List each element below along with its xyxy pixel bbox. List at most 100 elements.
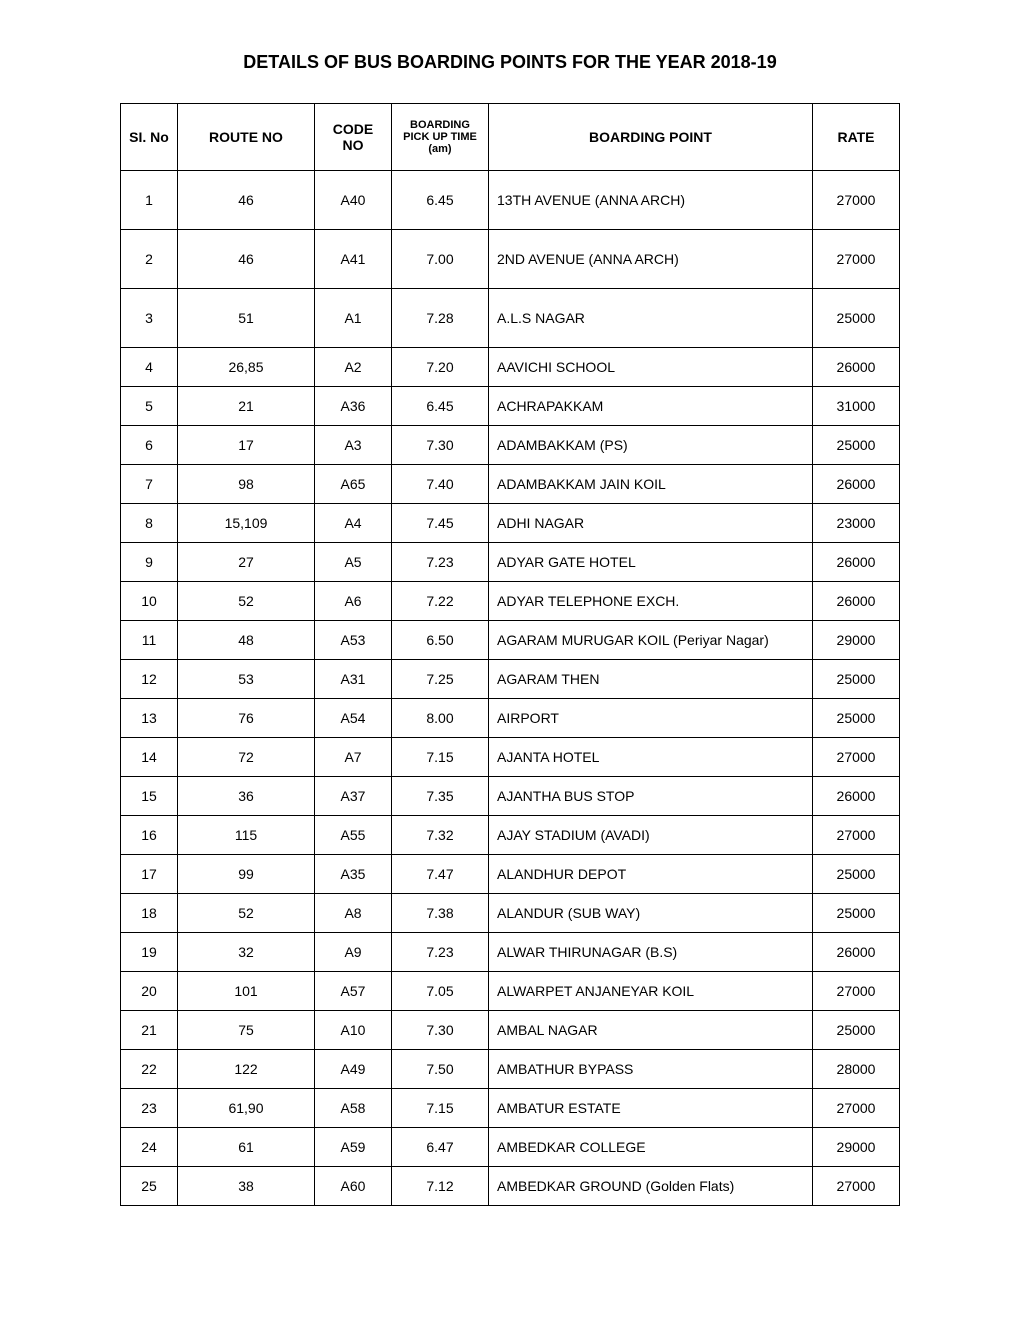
page-title: DETAILS OF BUS BOARDING POINTS FOR THE Y… bbox=[120, 52, 900, 73]
table-row: 2538A607.12AMBEDKAR GROUND (Golden Flats… bbox=[121, 1167, 900, 1206]
cell-code-no: A49 bbox=[315, 1050, 392, 1089]
table-row: 1376A548.00AIRPORT25000 bbox=[121, 699, 900, 738]
cell-si-no: 16 bbox=[121, 816, 178, 855]
cell-boarding-point: AGARAM THEN bbox=[489, 660, 813, 699]
cell-boarding-point: ADYAR GATE HOTEL bbox=[489, 543, 813, 582]
cell-time: 6.45 bbox=[392, 171, 489, 230]
cell-rate: 29000 bbox=[813, 1128, 900, 1167]
cell-time: 7.12 bbox=[392, 1167, 489, 1206]
cell-si-no: 5 bbox=[121, 387, 178, 426]
cell-boarding-point: ALWAR THIRUNAGAR (B.S) bbox=[489, 933, 813, 972]
cell-rate: 25000 bbox=[813, 426, 900, 465]
cell-si-no: 23 bbox=[121, 1089, 178, 1128]
cell-route-no: 46 bbox=[178, 230, 315, 289]
table-body: 146A406.4513TH AVENUE (ANNA ARCH)2700024… bbox=[121, 171, 900, 1206]
cell-time: 7.40 bbox=[392, 465, 489, 504]
cell-rate: 26000 bbox=[813, 543, 900, 582]
boarding-points-table: SI. No ROUTE NO CODE NO BOARDING PICK UP… bbox=[120, 103, 900, 1206]
cell-route-no: 115 bbox=[178, 816, 315, 855]
cell-code-no: A8 bbox=[315, 894, 392, 933]
cell-rate: 26000 bbox=[813, 582, 900, 621]
cell-code-no: A54 bbox=[315, 699, 392, 738]
cell-code-no: A40 bbox=[315, 171, 392, 230]
cell-time: 7.47 bbox=[392, 855, 489, 894]
cell-route-no: 72 bbox=[178, 738, 315, 777]
cell-boarding-point: ALANDHUR DEPOT bbox=[489, 855, 813, 894]
cell-boarding-point: ADYAR TELEPHONE EXCH. bbox=[489, 582, 813, 621]
cell-route-no: 36 bbox=[178, 777, 315, 816]
cell-time: 8.00 bbox=[392, 699, 489, 738]
cell-si-no: 15 bbox=[121, 777, 178, 816]
cell-rate: 26000 bbox=[813, 465, 900, 504]
table-row: 521A366.45ACHRAPAKKAM31000 bbox=[121, 387, 900, 426]
cell-si-no: 4 bbox=[121, 348, 178, 387]
cell-si-no: 2 bbox=[121, 230, 178, 289]
cell-code-no: A1 bbox=[315, 289, 392, 348]
cell-rate: 27000 bbox=[813, 972, 900, 1011]
table-row: 617A37.30ADAMBAKKAM (PS)25000 bbox=[121, 426, 900, 465]
cell-route-no: 32 bbox=[178, 933, 315, 972]
cell-time: 7.00 bbox=[392, 230, 489, 289]
header-boarding-time: BOARDING PICK UP TIME (am) bbox=[392, 104, 489, 171]
cell-boarding-point: AMBEDKAR GROUND (Golden Flats) bbox=[489, 1167, 813, 1206]
cell-route-no: 99 bbox=[178, 855, 315, 894]
cell-boarding-point: AIRPORT bbox=[489, 699, 813, 738]
cell-time: 7.38 bbox=[392, 894, 489, 933]
cell-si-no: 19 bbox=[121, 933, 178, 972]
cell-boarding-point: ALWARPET ANJANEYAR KOIL bbox=[489, 972, 813, 1011]
cell-code-no: A36 bbox=[315, 387, 392, 426]
cell-rate: 25000 bbox=[813, 855, 900, 894]
cell-si-no: 20 bbox=[121, 972, 178, 1011]
cell-route-no: 122 bbox=[178, 1050, 315, 1089]
cell-rate: 25000 bbox=[813, 289, 900, 348]
cell-boarding-point: ALANDUR (SUB WAY) bbox=[489, 894, 813, 933]
cell-rate: 26000 bbox=[813, 933, 900, 972]
cell-si-no: 18 bbox=[121, 894, 178, 933]
cell-route-no: 53 bbox=[178, 660, 315, 699]
cell-rate: 29000 bbox=[813, 621, 900, 660]
cell-code-no: A55 bbox=[315, 816, 392, 855]
cell-rate: 26000 bbox=[813, 777, 900, 816]
table-row: 815,109A47.45ADHI NAGAR23000 bbox=[121, 504, 900, 543]
cell-boarding-point: A.L.S NAGAR bbox=[489, 289, 813, 348]
cell-code-no: A35 bbox=[315, 855, 392, 894]
cell-time: 7.15 bbox=[392, 1089, 489, 1128]
cell-boarding-point: 13TH AVENUE (ANNA ARCH) bbox=[489, 171, 813, 230]
table-header-row: SI. No ROUTE NO CODE NO BOARDING PICK UP… bbox=[121, 104, 900, 171]
cell-si-no: 11 bbox=[121, 621, 178, 660]
cell-time: 6.47 bbox=[392, 1128, 489, 1167]
cell-code-no: A57 bbox=[315, 972, 392, 1011]
cell-rate: 27000 bbox=[813, 738, 900, 777]
cell-si-no: 21 bbox=[121, 1011, 178, 1050]
cell-time: 7.22 bbox=[392, 582, 489, 621]
cell-rate: 25000 bbox=[813, 660, 900, 699]
cell-si-no: 7 bbox=[121, 465, 178, 504]
header-rate: RATE bbox=[813, 104, 900, 171]
cell-code-no: A9 bbox=[315, 933, 392, 972]
table-row: 1472A77.15AJANTA HOTEL27000 bbox=[121, 738, 900, 777]
cell-rate: 26000 bbox=[813, 348, 900, 387]
cell-time: 6.50 bbox=[392, 621, 489, 660]
cell-boarding-point: AMBAL NAGAR bbox=[489, 1011, 813, 1050]
table-row: 426,85A27.20AAVICHI SCHOOL26000 bbox=[121, 348, 900, 387]
table-row: 927A57.23ADYAR GATE HOTEL26000 bbox=[121, 543, 900, 582]
header-si-no: SI. No bbox=[121, 104, 178, 171]
cell-route-no: 98 bbox=[178, 465, 315, 504]
table-row: 2461A596.47AMBEDKAR COLLEGE29000 bbox=[121, 1128, 900, 1167]
cell-code-no: A2 bbox=[315, 348, 392, 387]
cell-code-no: A31 bbox=[315, 660, 392, 699]
cell-time: 7.15 bbox=[392, 738, 489, 777]
table-row: 1852A87.38ALANDUR (SUB WAY)25000 bbox=[121, 894, 900, 933]
cell-route-no: 76 bbox=[178, 699, 315, 738]
table-row: 1536A377.35AJANTHA BUS STOP26000 bbox=[121, 777, 900, 816]
cell-rate: 27000 bbox=[813, 1089, 900, 1128]
cell-time: 7.30 bbox=[392, 1011, 489, 1050]
cell-time: 7.05 bbox=[392, 972, 489, 1011]
cell-rate: 27000 bbox=[813, 1167, 900, 1206]
cell-boarding-point: ADAMBAKKAM (PS) bbox=[489, 426, 813, 465]
cell-code-no: A37 bbox=[315, 777, 392, 816]
cell-time: 7.32 bbox=[392, 816, 489, 855]
table-row: 20101A577.05ALWARPET ANJANEYAR KOIL27000 bbox=[121, 972, 900, 1011]
cell-time: 6.45 bbox=[392, 387, 489, 426]
cell-route-no: 26,85 bbox=[178, 348, 315, 387]
